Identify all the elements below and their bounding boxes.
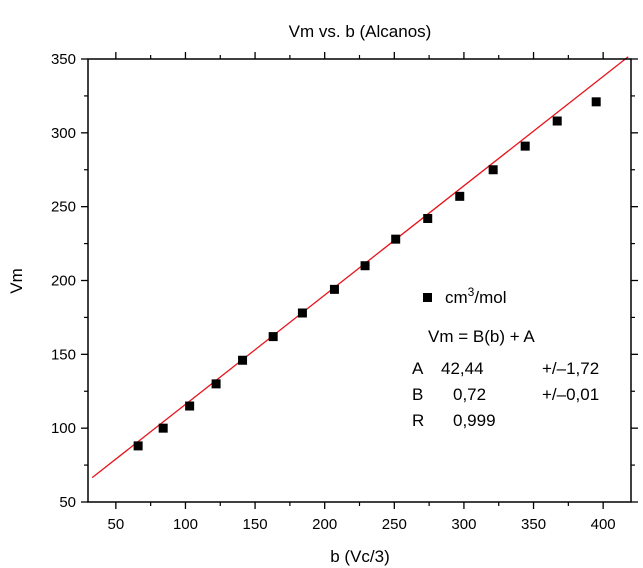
x-tick-label: 300 — [451, 516, 476, 533]
fit-a-error: +/–1,72 — [542, 359, 599, 378]
chart-title: Vm vs. b (Alcanos) — [289, 22, 432, 41]
data-point — [360, 261, 370, 271]
fit-b-label: B — [412, 385, 423, 404]
data-point — [133, 441, 143, 451]
y-tick-label: 300 — [51, 125, 76, 142]
data-point — [552, 116, 562, 126]
data-point — [520, 141, 530, 151]
data-point — [591, 97, 601, 107]
x-tick-label: 200 — [312, 516, 337, 533]
y-tick-label: 50 — [59, 494, 76, 511]
data-points — [133, 97, 601, 451]
data-point — [158, 423, 168, 433]
x-axis-label: b (Vc/3) — [330, 547, 390, 566]
y-axis-ticks: 50 100 150 200 250 300 350 — [51, 51, 638, 511]
legend-label-tail: /mol — [474, 288, 506, 307]
data-point — [391, 234, 401, 244]
fit-r-value: 0,999 — [453, 411, 496, 430]
fit-a-value: 42,44 — [441, 359, 484, 378]
fit-a-label: A — [412, 359, 424, 378]
data-point — [185, 401, 195, 411]
y-tick-label: 100 — [51, 420, 76, 437]
data-point — [211, 379, 221, 389]
fit-r-label: R — [412, 411, 424, 430]
data-point — [297, 308, 307, 318]
y-tick-label: 150 — [51, 346, 76, 363]
legend-label-main: cm — [445, 288, 468, 307]
data-point — [423, 213, 433, 223]
fit-equation: Vm = B(b) + A — [428, 327, 535, 346]
y-axis-label: Vm — [7, 268, 26, 294]
data-point — [488, 165, 498, 175]
data-point — [329, 284, 339, 294]
y-tick-label: 350 — [51, 51, 76, 68]
legend-marker — [423, 293, 432, 302]
plot-frame — [87, 58, 632, 503]
x-tick-label: 400 — [591, 516, 616, 533]
x-tick-label: 50 — [108, 516, 125, 533]
x-tick-label: 100 — [173, 516, 198, 533]
x-tick-label: 150 — [243, 516, 268, 533]
legend-label: cm3/mol — [445, 285, 506, 307]
data-point — [238, 355, 248, 365]
x-axis-ticks: 50 100 150 200 250 300 350 400 — [108, 52, 616, 533]
y-tick-label: 250 — [51, 199, 76, 216]
fit-stats: Vm = B(b) + A A 42,44 +/–1,72 B 0,72 +/–… — [412, 327, 599, 430]
legend: cm3/mol — [423, 285, 506, 307]
data-point — [455, 191, 465, 201]
y-tick-label: 200 — [51, 273, 76, 290]
x-tick-label: 350 — [521, 516, 546, 533]
x-tick-label: 250 — [382, 516, 407, 533]
data-point — [268, 332, 278, 342]
fit-line — [91, 56, 629, 479]
fit-b-value: 0,72 — [453, 385, 486, 404]
fit-b-error: +/–0,01 — [542, 385, 599, 404]
legend-label-sup: 3 — [468, 285, 475, 299]
